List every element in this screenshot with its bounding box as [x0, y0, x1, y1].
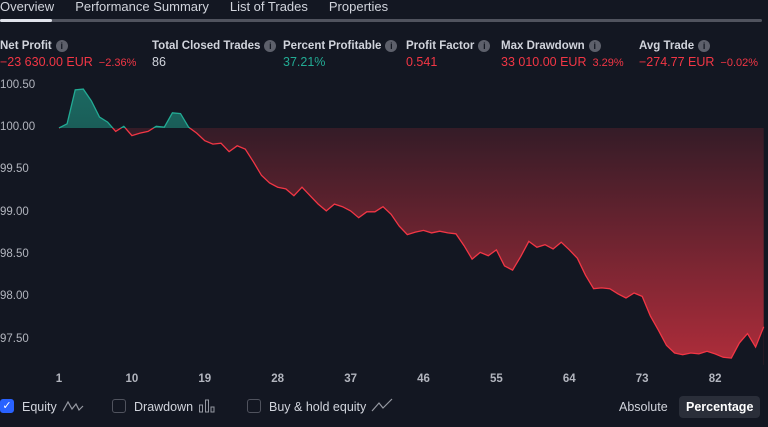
y-tick-label: 97.50	[0, 332, 29, 345]
buy-hold-line-icon	[371, 398, 393, 412]
x-tick-label: 64	[562, 373, 576, 385]
buy-hold-checkbox[interactable]	[247, 399, 261, 413]
metric-percent-profitable: Percent Profitable i 37.21%	[283, 38, 398, 69]
metric-label: Profit Factor	[406, 39, 475, 52]
tab-performance-summary[interactable]: Performance Summary	[75, 0, 209, 14]
metric-label: Net Profit	[0, 39, 52, 52]
drawdown-bars-icon	[199, 399, 215, 413]
metric-profit-factor: Profit Factor i 0.541	[406, 38, 491, 69]
y-tick-label: 99.50	[0, 163, 29, 176]
tab-list-of-trades[interactable]: List of Trades	[229, 0, 308, 14]
x-tick-label: 37	[344, 373, 357, 385]
y-tick-label: 100.00	[0, 121, 36, 133]
metric-label: Total Closed Trades	[152, 39, 261, 52]
info-icon[interactable]: i	[55, 39, 68, 52]
x-tick-label: 28	[271, 373, 285, 385]
metric-percent: −2.36%	[98, 57, 137, 69]
drawdown-checkbox[interactable]	[112, 399, 126, 413]
absolute-toggle[interactable]: Absolute	[619, 400, 668, 414]
x-tick-label: 46	[417, 373, 430, 385]
info-icon[interactable]: i	[588, 39, 601, 52]
chart-options: ✓ Equity Drawdown Buy & hold equity Abso…	[0, 396, 768, 418]
equity-line-down	[59, 128, 765, 359]
info-icon[interactable]: i	[385, 39, 398, 52]
equity-line-icon	[62, 400, 84, 412]
metric-label: Percent Profitable	[283, 39, 382, 52]
metric-net-profit: Net Profit i −23 630.00 EUR −2.36%	[0, 38, 136, 69]
x-tick-label: 10	[125, 373, 139, 385]
equity-line-up	[58, 88, 191, 128]
metric-label: Avg Trade	[639, 39, 695, 52]
metric-value: −274.77 EUR	[639, 55, 715, 69]
metric-label: Max Drawdown	[501, 39, 585, 52]
metric-value: 0.541	[406, 55, 438, 69]
metric-value: −23 630.00 EUR	[0, 55, 93, 69]
info-icon[interactable]: i	[478, 39, 491, 52]
metric-max-drawdown: Max Drawdown i 33 010.00 EUR 3.29%	[501, 38, 624, 69]
x-tick-label: 1	[55, 373, 63, 385]
metric-total-closed-trades: Total Closed Trades i 86	[152, 38, 277, 69]
y-tick-label: 100.50	[0, 78, 36, 91]
x-tick-label: 82	[708, 373, 722, 385]
x-tick-label: 73	[635, 373, 649, 385]
metric-percent: 3.29%	[592, 57, 624, 69]
drawdown-label: Drawdown	[134, 400, 194, 414]
y-tick-label: 98.50	[0, 247, 29, 260]
x-tick-label: 19	[198, 373, 212, 385]
tab-overview[interactable]: Overview	[0, 0, 55, 14]
equity-label: Equity	[22, 400, 57, 414]
metric-value: 33 010.00 EUR	[501, 55, 587, 69]
info-icon[interactable]: i	[698, 39, 711, 52]
tab-bar: Overview Performance Summary List of Tra…	[0, 0, 409, 20]
active-tab-indicator	[0, 19, 52, 22]
below-line-mask	[59, 128, 764, 427]
tab-indicator-track	[0, 19, 762, 22]
y-tick-label: 98.00	[0, 290, 29, 303]
metric-value: 86	[152, 55, 166, 69]
buy-hold-label: Buy & hold equity	[269, 400, 367, 414]
tab-properties[interactable]: Properties	[328, 0, 389, 14]
equity-checkbox[interactable]: ✓	[0, 399, 14, 413]
metric-value: 37.21%	[283, 55, 326, 69]
metric-percent: −0.02%	[720, 57, 759, 69]
metric-avg-trade: Avg Trade i −274.77 EUR −0.02%	[639, 38, 758, 69]
y-tick-label: 99.00	[0, 205, 29, 218]
info-icon[interactable]: i	[264, 39, 277, 52]
percentage-toggle[interactable]: Percentage	[679, 396, 761, 418]
x-tick-label: 55	[489, 373, 503, 385]
